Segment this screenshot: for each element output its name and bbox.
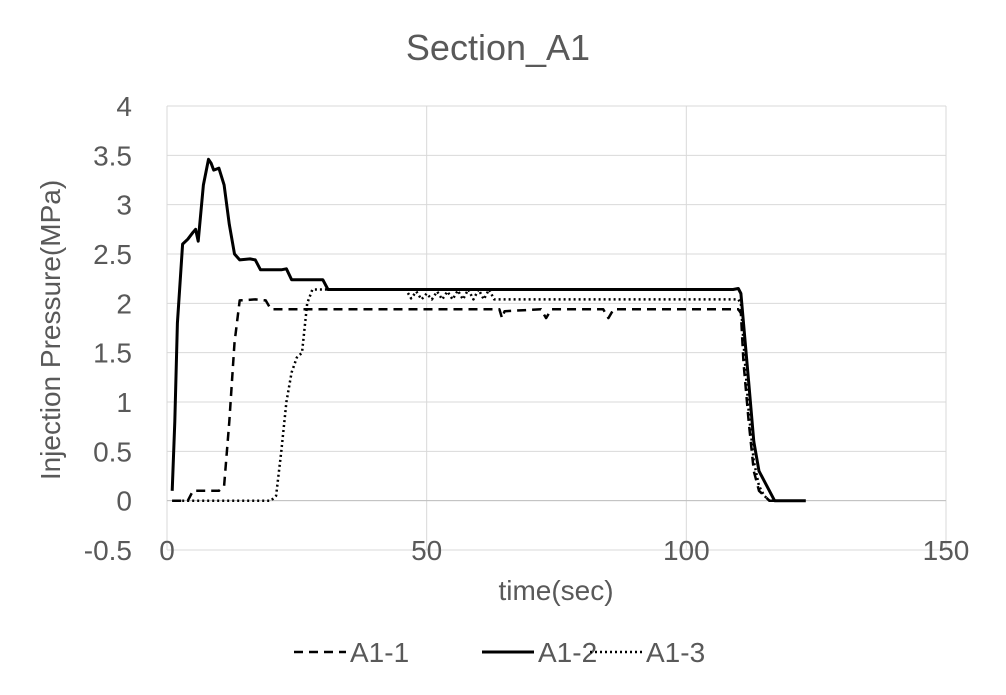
- x-tick-label: 50: [411, 535, 442, 566]
- y-tick-label: 0: [116, 486, 132, 517]
- x-tick-label: 150: [923, 535, 970, 566]
- x-axis-label: time(sec): [498, 575, 613, 606]
- legend-label-a1-2: A1-2: [538, 637, 597, 668]
- series-lines: [170, 157, 806, 503]
- gridlines: [166, 105, 947, 551]
- x-tick-label: 100: [663, 535, 710, 566]
- series-line-a1-3: [172, 288, 806, 502]
- y-tick-label: 2.5: [93, 239, 132, 270]
- legend-label-a1-3: A1-3: [646, 637, 705, 668]
- y-tick-label: 3.5: [93, 140, 132, 171]
- y-tick-label: 4: [116, 91, 132, 122]
- y-axis-ticks: -0.5 0 0.5 1 1.5 2 2.5 3 3.5 4: [84, 91, 132, 566]
- legend-label-a1-1: A1-1: [350, 637, 409, 668]
- y-axis-label: Injection Pressure(MPa): [35, 180, 66, 480]
- legend: A1-1 A1-2 A1-3: [294, 637, 705, 668]
- series-line-a1-1: [172, 298, 806, 502]
- chart-title: Section_A1: [406, 27, 590, 68]
- y-tick-label: 3: [116, 190, 132, 221]
- y-tick-label: 0.5: [93, 436, 132, 467]
- y-tick-label: -0.5: [84, 535, 132, 566]
- x-tick-label: 0: [159, 535, 175, 566]
- y-tick-label: 1: [116, 387, 132, 418]
- y-tick-label: 1.5: [93, 338, 132, 369]
- y-tick-label: 2: [116, 288, 132, 319]
- series-line-a1-2: [170, 157, 806, 503]
- x-axis-ticks: 0 50 100 150: [159, 535, 969, 566]
